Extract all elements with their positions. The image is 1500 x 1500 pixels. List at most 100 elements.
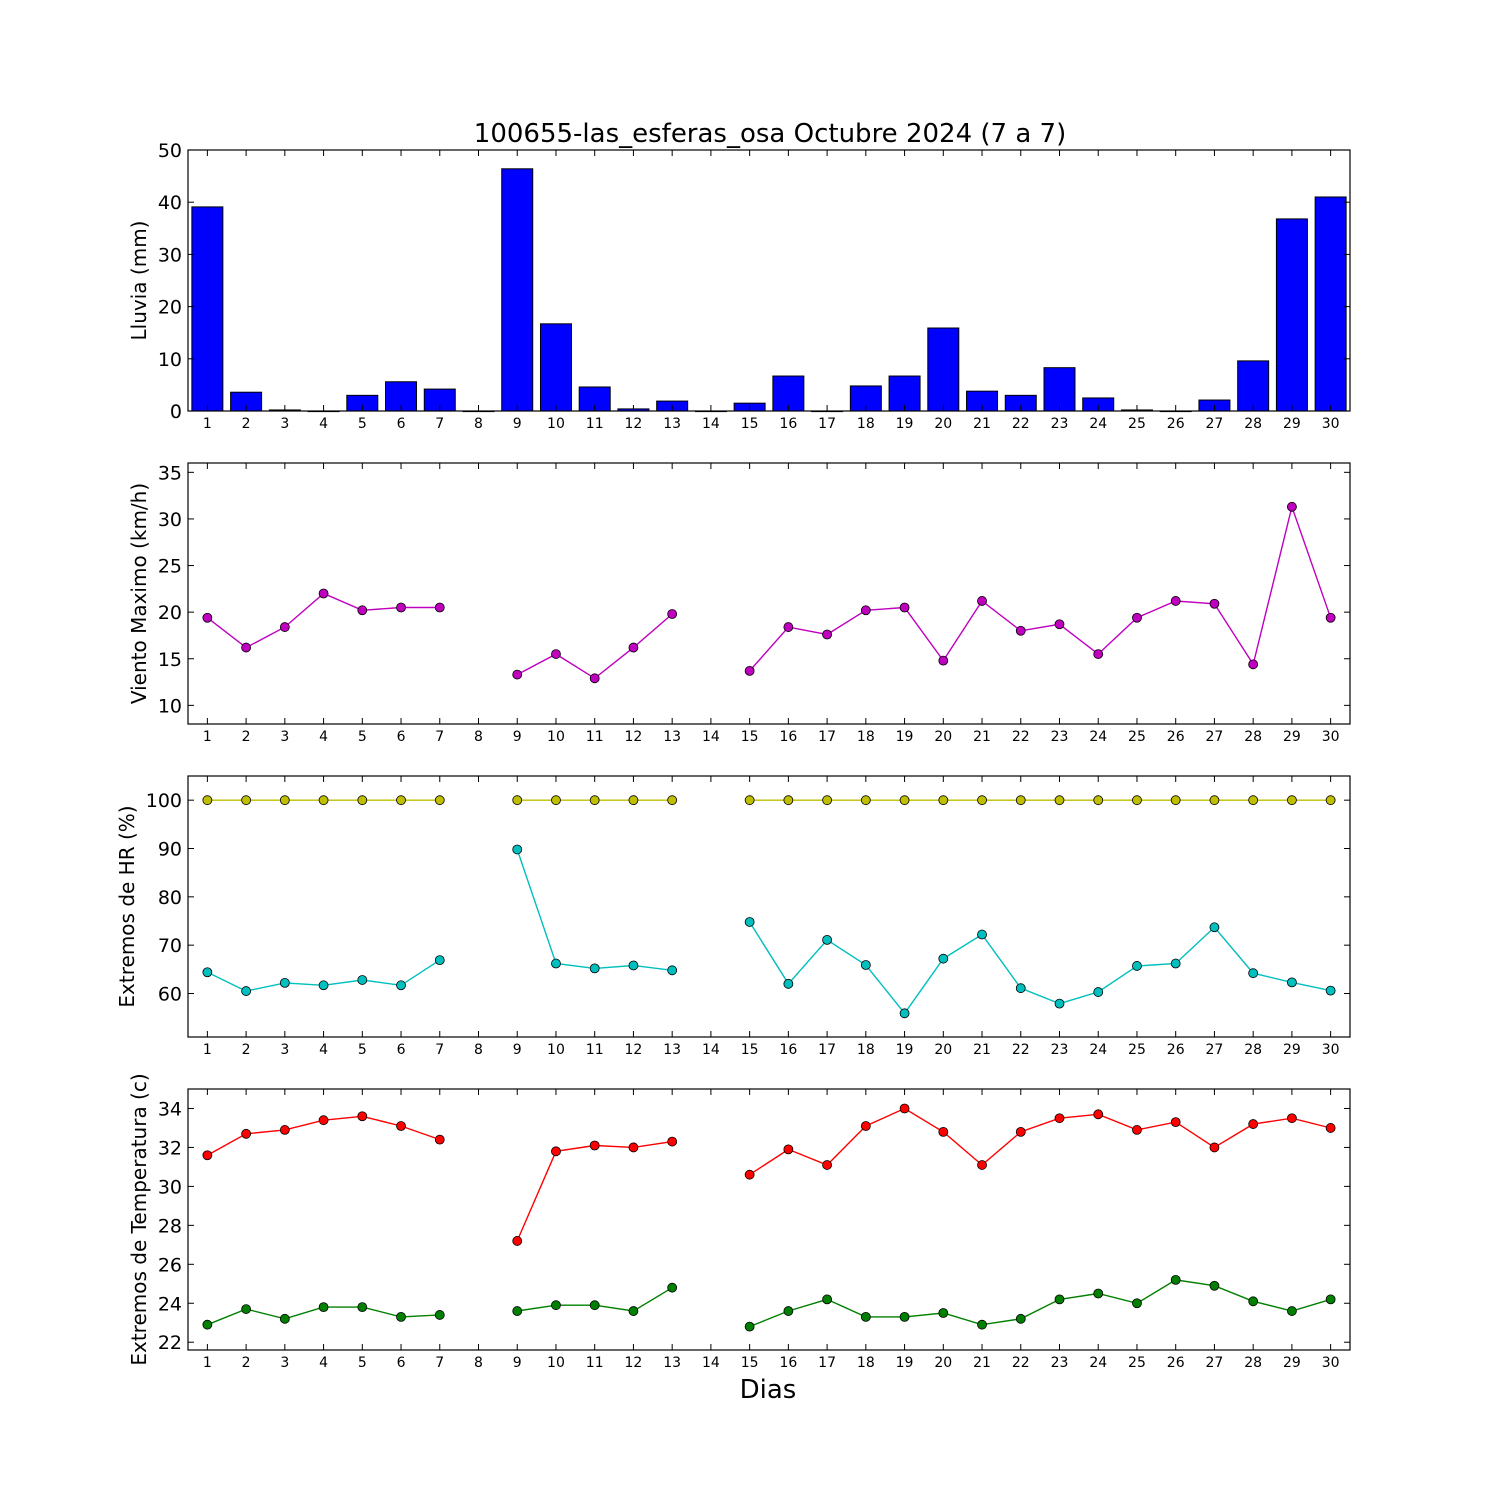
x-tick-label: 11 [586,416,604,432]
series-1-point-day-11 [589,673,600,684]
series-2-point-day-27 [1209,1280,1220,1291]
x-tick-label: 1 [203,416,212,432]
y-tick-label: 70 [158,935,182,957]
series-2-point-day-5 [357,1302,368,1313]
axes-frame [187,462,1351,725]
series-2-point-day-23 [1054,998,1065,1009]
y-tick-label: 30 [158,244,182,266]
series-1-point-day-6 [396,602,406,613]
series-1-point-day-27 [1209,1142,1220,1153]
x-tick-label: 2 [242,1355,251,1371]
x-tick-label: 19 [896,729,914,745]
series-1-point-day-9 [512,1236,523,1246]
series-1-point-day-9 [512,795,523,806]
series-2-point-day-3 [279,977,290,988]
x-tick-label: 6 [397,1042,406,1058]
x-tick-label: 29 [1283,416,1301,432]
series-1-point-day-13 [667,795,678,806]
series-2-point-day-17 [822,1294,832,1305]
x-tick-label: 26 [1167,1042,1185,1058]
series-1-point-day-23 [1054,619,1065,630]
y-tick-label: 10 [158,695,182,717]
series-2-point-day-20 [938,1308,949,1318]
x-tick-label: 27 [1206,416,1224,432]
x-tick-label: 10 [547,1042,565,1058]
x-tick-label: 23 [1051,1042,1069,1058]
x-tick-label: 7 [435,416,444,432]
series-2-point-day-13 [667,1282,678,1293]
x-tick-label: 21 [973,1042,991,1058]
series-1-point-day-2 [241,795,252,806]
x-tick-label: 9 [513,416,522,432]
x-tick-label: 25 [1128,416,1146,432]
series-1-point-day-20 [938,1126,949,1137]
series-2-point-day-15 [744,917,755,927]
series-1-point-day-5 [357,795,368,806]
series-1-point-day-21 [977,795,987,806]
bar-day-28 [1237,360,1270,412]
x-tick-label: 22 [1012,1355,1030,1371]
x-tick-label: 12 [625,1042,643,1058]
x-tick-label: 22 [1012,1042,1030,1058]
series-1-point-day-27 [1209,598,1220,609]
y-tick-label: 10 [158,349,182,371]
y-tick-label: 80 [158,887,182,909]
x-tick-label: 27 [1206,1042,1224,1058]
y-tick-label: 50 [158,140,182,162]
series-2-line-segment-3 [749,921,1331,1015]
x-tick-label: 7 [435,729,444,745]
x-tick-label: 30 [1322,416,1340,432]
series-1-point-day-25 [1132,795,1142,806]
series-1-point-day-10 [551,795,561,806]
series-2-point-day-24 [1093,1288,1104,1299]
series-1-point-day-15 [744,665,755,676]
x-tick-label: 12 [625,729,643,745]
x-tick-label: 10 [547,416,565,432]
x-tick-label: 11 [586,1042,604,1058]
y-tick-label: 20 [158,297,182,319]
series-1-point-day-30 [1325,795,1336,806]
x-tick-label: 21 [973,729,991,745]
series-1-point-day-25 [1132,612,1142,623]
x-tick-label: 17 [818,416,836,432]
x-tick-label: 2 [242,729,251,745]
x-tick-label: 20 [934,416,952,432]
x-tick-label: 10 [547,729,565,745]
y-tick-label: 22 [158,1332,182,1354]
series-2-point-day-11 [589,1300,600,1311]
y-tick-label: 32 [158,1137,182,1159]
y-tick-label: 90 [158,839,182,861]
series-1-point-day-19 [899,1103,910,1114]
series-2-point-day-10 [551,1300,561,1311]
series-1-point-day-21 [977,596,987,606]
series-1-point-day-10 [551,649,561,659]
y-tick-label: 35 [158,462,182,484]
series-1-point-day-24 [1093,649,1104,659]
y-tick-label: 34 [158,1098,182,1120]
series-1-point-day-5 [357,1111,368,1122]
series-1-point-day-9 [512,669,523,680]
series-2-point-day-25 [1132,1298,1142,1309]
series-1-point-day-6 [396,1121,406,1131]
x-tick-label: 10 [547,1355,565,1371]
series-2-point-day-20 [938,953,949,964]
y-tick-label: 20 [158,602,182,624]
series-1-line-segment-1 [206,592,440,649]
series-1-line-segment-3 [749,504,1332,672]
series-1-point-day-16 [783,1144,794,1155]
x-tick-label: 29 [1283,1042,1301,1058]
series-1-point-day-15 [744,1169,755,1180]
x-tick-label: 13 [663,416,681,432]
series-2-point-day-30 [1325,1294,1336,1305]
x-tick-label: 15 [741,729,759,745]
series-2-point-day-21 [977,1319,987,1330]
series-2-line-segment-2 [516,849,673,971]
x-tick-label: 2 [242,1042,251,1058]
axes-frame [187,1088,1351,1351]
x-tick-label: 16 [779,416,797,432]
y-tick-label: 15 [158,649,182,671]
series-1-point-day-30 [1325,612,1336,623]
series-1-point-day-28 [1248,1119,1259,1129]
